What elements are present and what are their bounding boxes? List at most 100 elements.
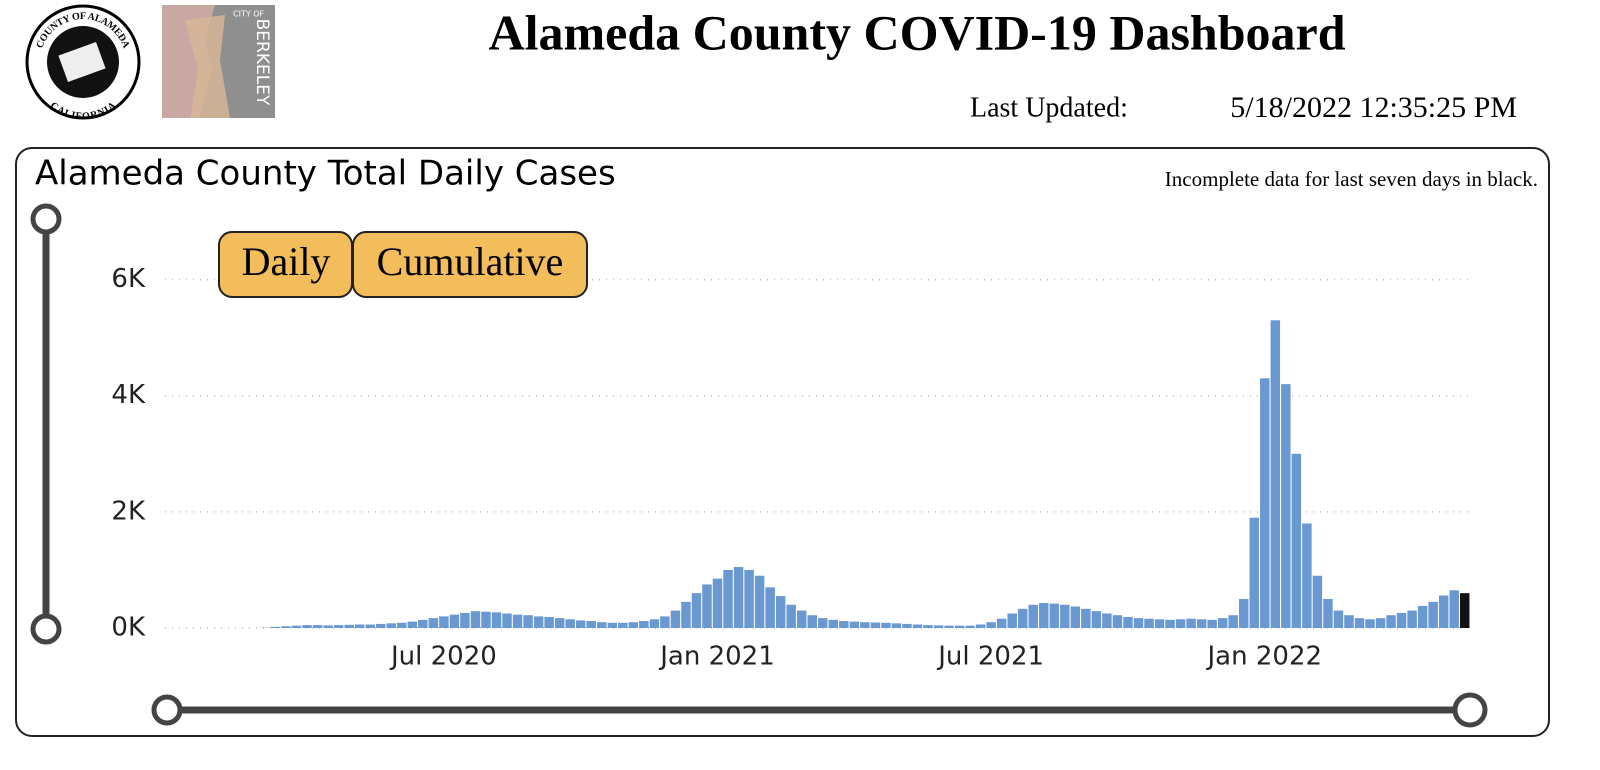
- city-logo: CITY OF BERKELEY: [162, 5, 275, 118]
- bar: [860, 622, 869, 628]
- bar: [681, 602, 690, 628]
- updated-value: 5/18/2022 12:35:25 PM: [1230, 91, 1517, 124]
- button-label[interactable]: Cumulative: [377, 239, 564, 284]
- daily-button[interactable]: Daily: [219, 232, 352, 297]
- x-tick-label: Jan 2022: [1206, 642, 1323, 672]
- bar: [1260, 378, 1269, 628]
- logo-text: BERKELEY: [252, 19, 272, 106]
- bar: [1418, 606, 1427, 628]
- bar: [397, 623, 406, 628]
- bar: [1376, 618, 1385, 628]
- bar: [429, 618, 438, 628]
- bar: [839, 621, 848, 628]
- button-label[interactable]: Daily: [242, 239, 331, 284]
- bar: [1397, 613, 1406, 628]
- bar: [1197, 619, 1206, 628]
- bar: [1123, 617, 1132, 628]
- bar: [1239, 599, 1248, 628]
- bar: [744, 570, 753, 628]
- bar: [1134, 618, 1143, 628]
- bar: [576, 620, 585, 628]
- bar: [650, 619, 659, 628]
- county-logo: COUNTY OF ALAMEDA CALIFORNIA: [27, 6, 139, 123]
- bar: [1344, 615, 1353, 628]
- bar: [1092, 611, 1101, 628]
- bar: [829, 620, 838, 628]
- bar: [639, 621, 648, 628]
- bar: [923, 625, 932, 628]
- bar: [492, 612, 501, 628]
- bar: [797, 611, 806, 628]
- bar: [1207, 620, 1216, 628]
- bar: [629, 622, 638, 628]
- cumulative-button[interactable]: Cumulative: [353, 232, 587, 297]
- bar: [302, 625, 311, 628]
- bar: [976, 625, 985, 628]
- bar: [1113, 615, 1122, 628]
- bar: [450, 615, 459, 628]
- bar: [1029, 605, 1038, 628]
- bar: [513, 615, 522, 628]
- bar: [723, 570, 732, 628]
- bar: [702, 584, 711, 628]
- bar: [418, 620, 427, 628]
- bar: [944, 626, 953, 628]
- logo-text: CITY OF: [233, 10, 265, 19]
- bar: [1007, 613, 1016, 628]
- bar: [1302, 523, 1311, 628]
- bar: [660, 616, 669, 628]
- bar: [408, 622, 417, 628]
- bar: [881, 623, 890, 628]
- bar: [1460, 593, 1469, 628]
- bar: [997, 619, 1006, 628]
- page-title: Alameda County COVID-19 Dashboard: [488, 4, 1345, 60]
- bar: [481, 612, 490, 628]
- bar: [786, 605, 795, 628]
- bar: [692, 593, 701, 628]
- bar: [565, 619, 574, 628]
- x-tick-label: Jan 2021: [658, 642, 775, 672]
- bar: [344, 625, 353, 628]
- bar: [597, 622, 606, 628]
- bar: [1018, 609, 1027, 628]
- bar: [271, 627, 280, 628]
- bar: [1228, 615, 1237, 628]
- bar: [1365, 619, 1374, 628]
- bar: [1060, 605, 1069, 628]
- bar: [934, 625, 943, 628]
- bar: [871, 622, 880, 628]
- bar: [323, 625, 332, 628]
- bar: [1428, 602, 1437, 628]
- bar: [1313, 576, 1322, 628]
- y-tick-label: 6K: [111, 264, 146, 294]
- y-tick-label: 0K: [111, 613, 146, 643]
- bar: [1071, 607, 1080, 628]
- bar: [776, 596, 785, 628]
- bar: [555, 618, 564, 628]
- annotation: Incomplete data for last seven days in b…: [1165, 167, 1538, 191]
- bar: [281, 626, 290, 628]
- bar: [387, 623, 396, 628]
- bar: [502, 613, 511, 628]
- bar: [618, 623, 627, 628]
- bar: [1386, 615, 1395, 628]
- bar: [818, 618, 827, 628]
- bar: [1281, 384, 1290, 628]
- bar: [523, 615, 532, 628]
- bar: [1250, 518, 1259, 628]
- bar: [1186, 619, 1195, 628]
- bar: [850, 622, 859, 628]
- bar: [713, 579, 722, 628]
- bar: [534, 616, 543, 628]
- bar: [439, 616, 448, 628]
- bar: [1155, 619, 1164, 628]
- bar: [1323, 599, 1332, 628]
- bar: [292, 626, 301, 628]
- bar: [913, 625, 922, 628]
- y-tick-label: 4K: [111, 380, 146, 410]
- bar: [1102, 613, 1111, 628]
- bar: [608, 623, 617, 628]
- bar: [765, 587, 774, 628]
- bar: [1439, 595, 1448, 628]
